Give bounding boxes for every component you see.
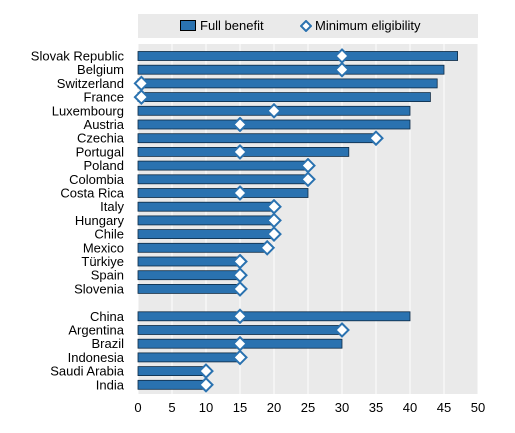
bar-full-benefit xyxy=(137,188,309,198)
x-tick-label: 5 xyxy=(168,400,175,415)
legend-bar-swatch xyxy=(180,20,196,31)
category-label: Switzerland xyxy=(57,76,124,91)
marker-minimum-eligibility xyxy=(300,171,316,188)
bar-full-benefit xyxy=(137,270,241,281)
category-label: Czechia xyxy=(77,131,125,146)
bar-full-benefit xyxy=(137,160,309,171)
bar-full-benefit xyxy=(137,311,411,322)
category-label: Italy xyxy=(100,199,124,214)
marker-minimum-eligibility xyxy=(266,102,282,119)
category-label: Portugal xyxy=(76,144,125,159)
legend-label-full-benefit: Full benefit xyxy=(200,18,264,33)
category-label: Brazil xyxy=(91,336,124,351)
bar-full-benefit xyxy=(137,92,431,102)
chart-legend: Full benefit Minimum eligibility xyxy=(138,14,478,38)
category-label: Austria xyxy=(84,117,125,132)
x-tick-label: 40 xyxy=(403,400,417,415)
marker-minimum-eligibility xyxy=(232,349,248,366)
marker-minimum-eligibility xyxy=(334,61,350,78)
bar-full-benefit xyxy=(137,352,241,363)
category-label: France xyxy=(84,90,124,105)
x-tick-label: 20 xyxy=(267,400,281,415)
bar-full-benefit xyxy=(137,379,207,390)
category-label: Mexico xyxy=(83,240,124,255)
category-label: Colombia xyxy=(69,172,125,187)
category-label: Slovak Republic xyxy=(31,49,125,64)
bar-full-benefit xyxy=(137,283,241,294)
category-label: Türkiye xyxy=(81,254,124,269)
legend-label-minimum-eligibility: Minimum eligibility xyxy=(315,18,421,33)
category-label: Indonesia xyxy=(68,350,125,365)
x-tick-label: 35 xyxy=(369,400,383,415)
x-tick-label: 10 xyxy=(199,400,213,415)
marker-minimum-eligibility xyxy=(232,280,248,297)
marker-minimum-eligibility xyxy=(368,130,384,147)
bar-full-benefit xyxy=(137,325,343,335)
marker-minimum-eligibility xyxy=(198,376,214,393)
legend-item-full-benefit: Full benefit xyxy=(180,18,264,33)
bar-full-benefit xyxy=(137,78,438,89)
legend-diamond-swatch xyxy=(300,19,312,32)
x-tick-label: 50 xyxy=(471,400,485,415)
marker-minimum-eligibility xyxy=(266,226,282,243)
bar-full-benefit xyxy=(137,201,275,212)
marker-minimum-eligibility xyxy=(232,116,248,133)
marker-minimum-eligibility xyxy=(232,143,248,160)
category-label: Argentina xyxy=(68,323,124,338)
marker-minimum-eligibility xyxy=(232,185,248,201)
marker-minimum-eligibility xyxy=(133,89,150,106)
bar-full-benefit xyxy=(137,51,459,61)
x-tick-label: 30 xyxy=(335,400,349,415)
x-tick-label: 45 xyxy=(437,400,451,415)
x-tick-label: 0 xyxy=(134,400,141,415)
marker-minimum-eligibility xyxy=(232,308,248,325)
bar-full-benefit xyxy=(137,256,241,267)
bar-full-benefit xyxy=(137,229,275,240)
category-label: Chile xyxy=(94,227,124,242)
x-tick-label: 15 xyxy=(233,400,247,415)
bar-full-benefit xyxy=(137,133,377,144)
category-label: Belgium xyxy=(77,62,124,77)
category-label: Spain xyxy=(91,268,124,283)
category-label: Slovenia xyxy=(74,281,125,296)
bar-full-benefit xyxy=(137,64,445,75)
category-label: Poland xyxy=(84,158,124,173)
bar-full-benefit xyxy=(137,215,275,226)
bar-full-benefit xyxy=(137,174,309,185)
legend-item-minimum-eligibility: Minimum eligibility xyxy=(300,18,420,33)
category-label: Costa Rica xyxy=(60,186,124,201)
bar-full-benefit xyxy=(137,366,207,377)
marker-minimum-eligibility xyxy=(259,239,276,256)
category-label: Hungary xyxy=(75,213,125,228)
category-label: India xyxy=(96,377,125,392)
bar-full-benefit xyxy=(137,119,411,130)
x-tick-label: 25 xyxy=(301,400,315,415)
category-label: Saudi Arabia xyxy=(50,364,124,379)
category-label: China xyxy=(90,309,125,324)
bar-full-benefit xyxy=(137,242,268,253)
marker-minimum-eligibility xyxy=(334,322,350,338)
category-label: Luxembourg xyxy=(52,103,124,118)
